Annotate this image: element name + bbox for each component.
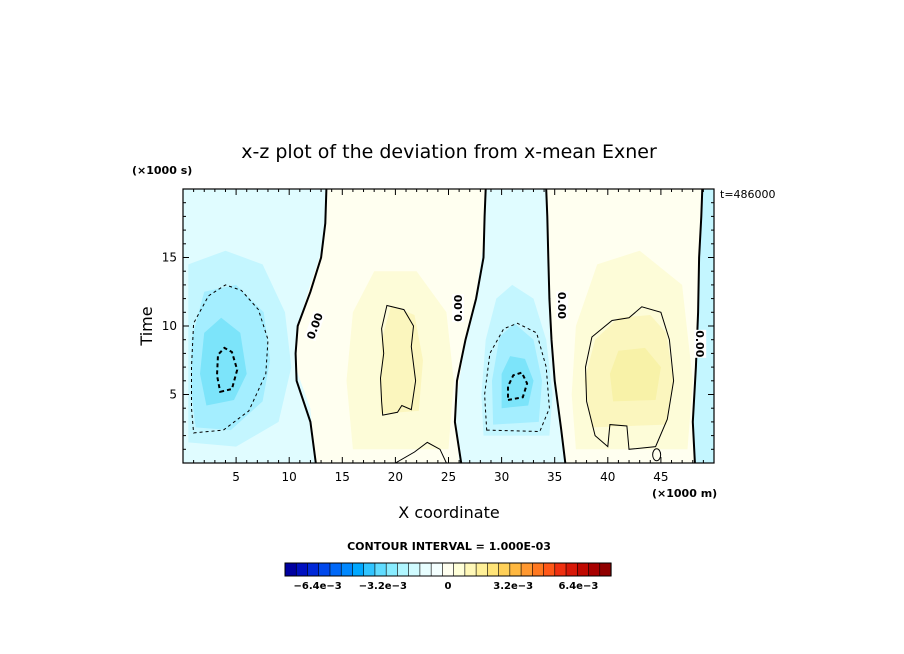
negative-contour-left-inner [215, 346, 239, 394]
colorbar-swatch [554, 562, 567, 577]
negative-contour-left-outer [191, 284, 269, 434]
positive-contour-bottom [394, 441, 447, 463]
y-tick-label: 15 [162, 251, 177, 265]
colorbar-swatch [487, 562, 500, 577]
colorbar-swatch [363, 562, 376, 577]
colorbar-swatch [430, 562, 443, 577]
colorbar-frame [284, 562, 612, 577]
x-axis-ticks: 5 10 15 20 25 30 35 40 45 [193, 189, 704, 484]
colorbar-swatch [284, 562, 297, 577]
positive-contour-small [652, 448, 662, 462]
colorbar-swatch [509, 562, 522, 577]
colorbar-swatch [532, 562, 545, 577]
colorbar-swatch [397, 562, 410, 577]
contour-label-bg [304, 310, 326, 342]
colorbar-swatch [576, 562, 590, 577]
x-tick-label: 25 [441, 470, 456, 484]
contour-lines [191, 189, 704, 463]
contour-label-bg [556, 291, 569, 320]
zero-contour-2 [453, 189, 487, 463]
y-axis-label: Time [137, 306, 156, 346]
colorbar-swatch [599, 562, 612, 577]
contour-interval-label: CONTOUR INTERVAL = 1.000E-03 [347, 540, 551, 553]
contour-label-bg [694, 329, 707, 358]
colorbar-swatch [442, 562, 455, 577]
x-unit-label: (×1000 m) [652, 487, 717, 500]
x-tick-label: 10 [282, 470, 297, 484]
colorbar-tick-label: 6.4e−3 [558, 581, 598, 592]
colorbar-tick-label: −6.4e−3 [293, 581, 341, 592]
colorbar-swatch [464, 562, 477, 577]
colorbar-swatch [374, 562, 387, 577]
negative-region-left-core [200, 317, 247, 406]
y-unit-label: (×1000 s) [132, 164, 192, 177]
x-tick-label: 45 [653, 470, 668, 484]
colorbar-swatch [588, 562, 601, 577]
contour-label: 0.00 [452, 294, 465, 321]
contour-label-bg [452, 294, 465, 323]
positive-contour-left [379, 304, 417, 416]
colorbar-swatch [329, 562, 342, 577]
colorbar-swatch [352, 562, 365, 577]
colorbar-swatch [419, 562, 432, 577]
chart-title: x-z plot of the deviation from x-mean Ex… [241, 141, 657, 163]
colorbar-swatch [340, 562, 354, 577]
plot-area [183, 189, 714, 463]
colorbar-swatch [385, 562, 399, 577]
zero-contour-3 [545, 189, 567, 463]
colorbar-tick-label: 0 [445, 581, 452, 592]
contour-label: 0.00 [693, 330, 706, 357]
colorbar-tick-label: −3.2e−3 [359, 581, 407, 592]
colorbar-tick-labels: −6.4e−3 −3.2e−3 0 3.2e−3 6.4e−3 [293, 581, 598, 592]
time-label: t=486000 [720, 188, 776, 201]
zero-contour-1 [294, 189, 328, 463]
colorbar-swatch [318, 562, 331, 577]
negative-contour-center-outer [484, 322, 550, 433]
x-tick-label: 20 [388, 470, 403, 484]
colorbar-swatch [295, 562, 309, 577]
y-tick-label: 5 [169, 388, 177, 402]
y-tick-label: 10 [162, 319, 177, 333]
x-tick-label: 30 [494, 470, 509, 484]
x-axis-label: X coordinate [398, 503, 499, 522]
negative-region-center-core [501, 356, 534, 409]
colorbar-swatch [307, 562, 320, 577]
colorbar-swatch [565, 562, 578, 577]
positive-region-right-core [609, 347, 661, 402]
y-axis-ticks: 5 10 15 [162, 202, 714, 450]
zero-contour-4 [691, 189, 704, 463]
colorbar-swatch [543, 562, 556, 577]
x-tick-label: 35 [547, 470, 562, 484]
contour-label: 0.00 [555, 292, 568, 319]
negative-contour-center-inner [507, 371, 529, 402]
x-tick-label: 40 [600, 470, 615, 484]
colorbar-swatch [520, 562, 533, 577]
colorbar-swatch [498, 562, 511, 577]
x-tick-label: 15 [335, 470, 350, 484]
positive-contour-right [584, 306, 675, 450]
colorbar-tick-label: 3.2e−3 [493, 581, 533, 592]
colorbar [284, 562, 612, 577]
colorbar-swatch [453, 562, 466, 577]
x-tick-label: 5 [232, 470, 240, 484]
field-fill [183, 189, 714, 463]
colorbar-swatch [408, 562, 421, 577]
colorbar-swatch [475, 562, 488, 577]
